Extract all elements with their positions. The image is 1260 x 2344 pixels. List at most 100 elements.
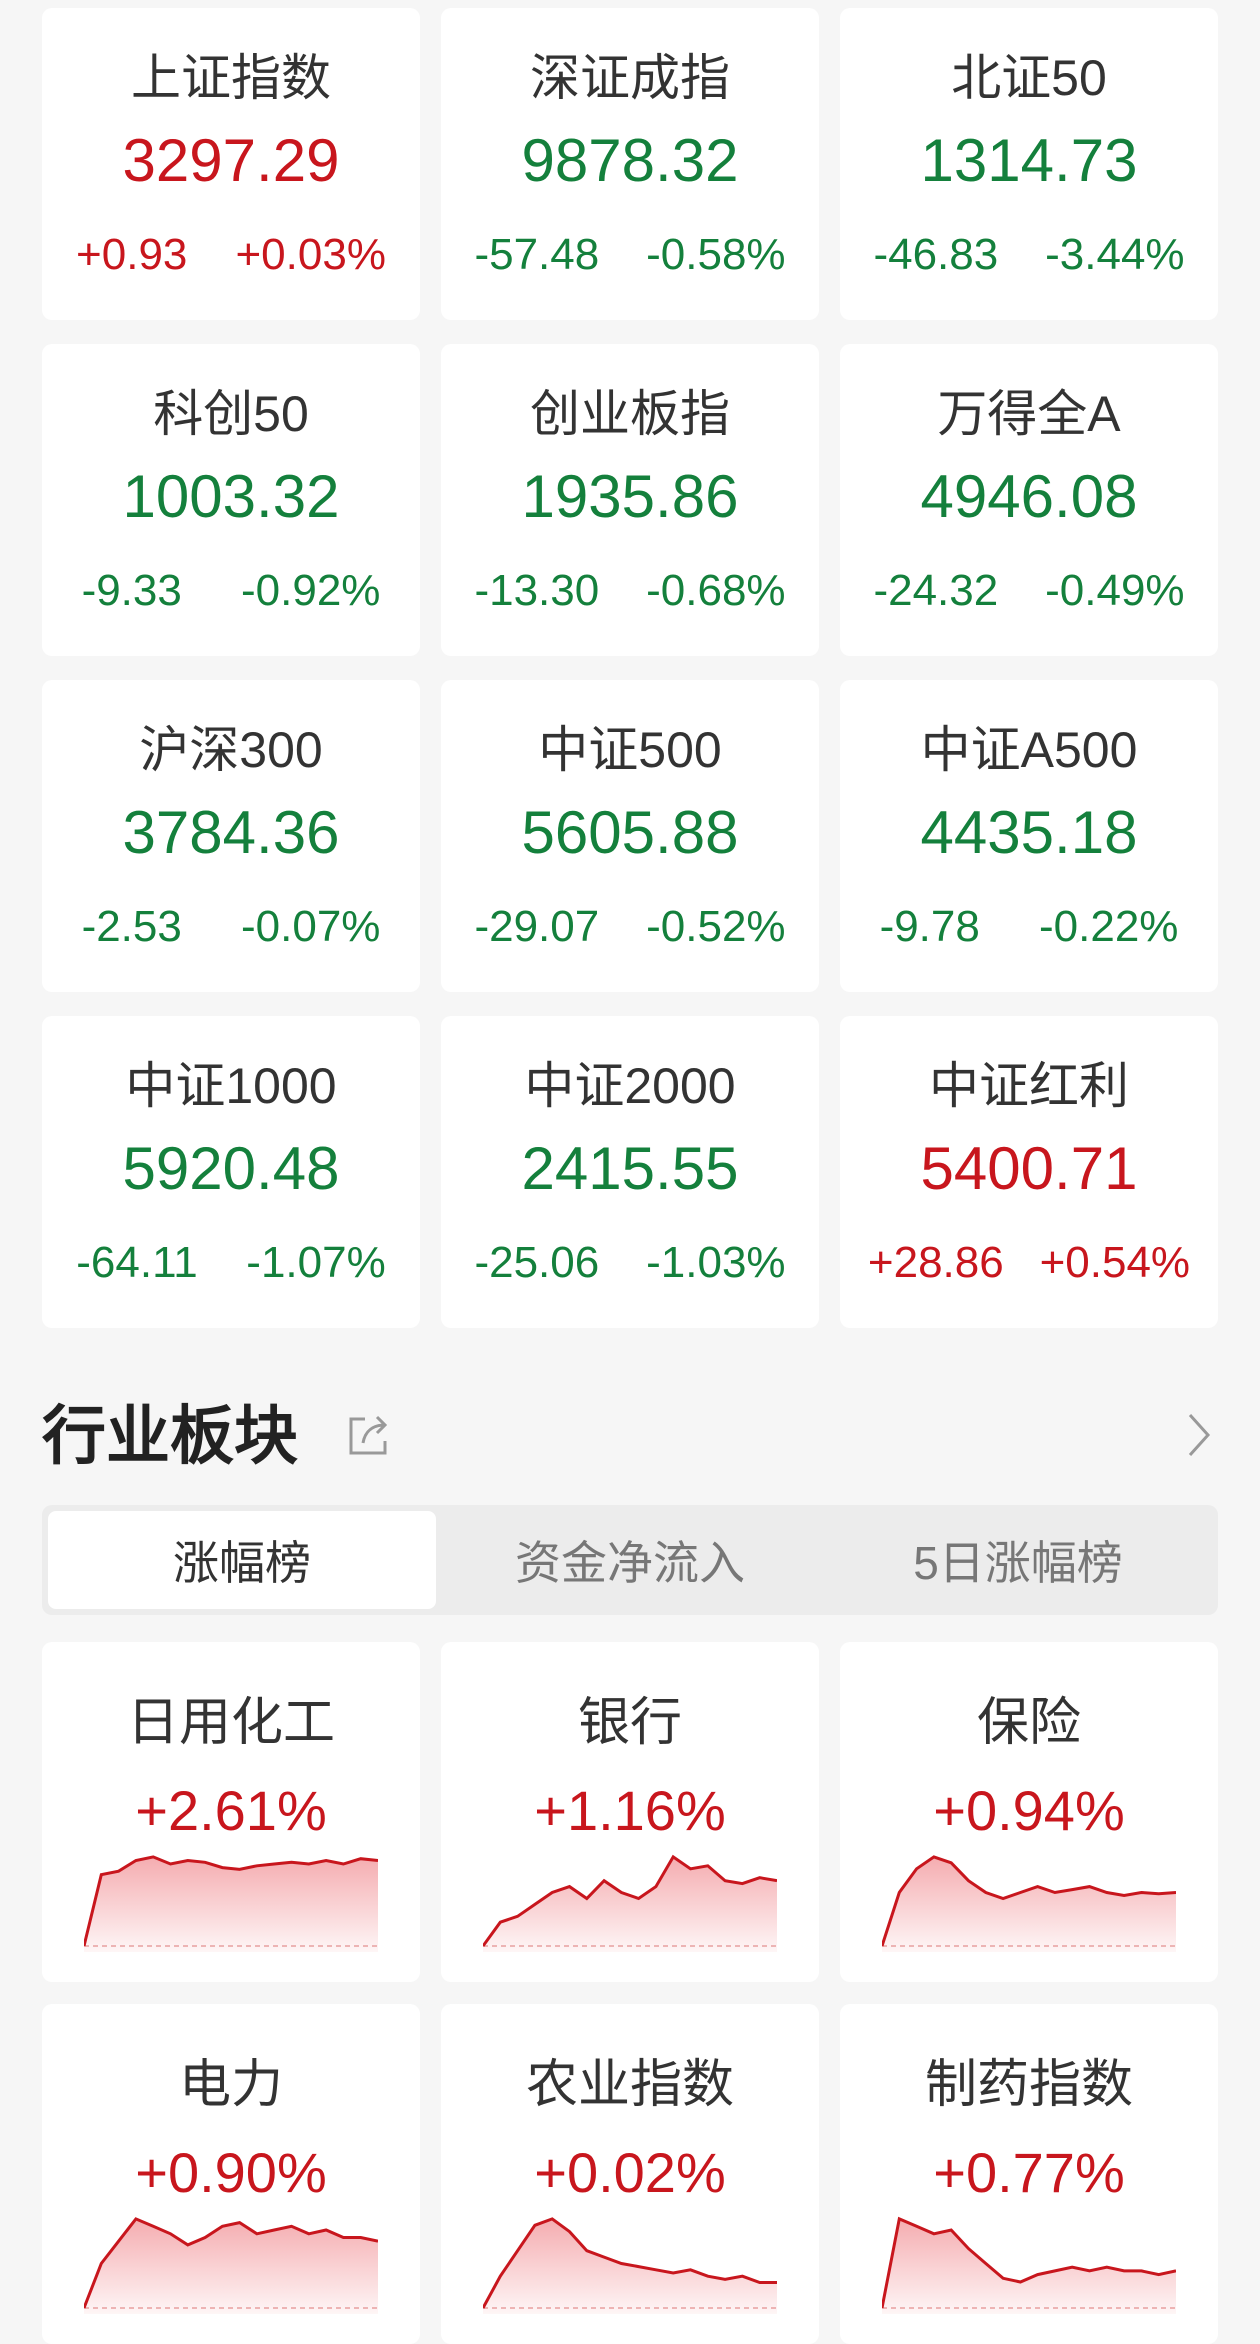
index-value: 1935.86 <box>521 463 739 530</box>
sector-card[interactable]: 电力 +0.90% <box>42 2004 420 2344</box>
index-card[interactable]: 中证红利 5400.71 +28.86 +0.54% <box>840 1016 1218 1328</box>
sector-title: 行业板块 <box>42 1400 298 1472</box>
index-value: 2415.55 <box>521 1135 739 1202</box>
index-value: 3297.29 <box>122 127 340 194</box>
index-card[interactable]: 中证A500 4435.18 -9.78 -0.22% <box>840 680 1218 992</box>
sparkline-area <box>882 2218 1176 2314</box>
index-change-row: -9.78 -0.22% <box>840 902 1218 952</box>
index-name: 科创50 <box>153 386 309 442</box>
sector-pct: +0.94% <box>933 1779 1125 1842</box>
index-change: +0.93 <box>76 230 188 279</box>
index-card[interactable]: 深证成指 9878.32 -57.48 -0.58% <box>441 8 819 320</box>
sector-name: 农业指数 <box>525 2056 734 2114</box>
sector-pct: +2.61% <box>135 1779 327 1842</box>
sector-card[interactable]: 银行 +1.16% <box>441 1642 819 1982</box>
sparkline-area <box>84 2218 378 2314</box>
sector-grid: 日用化工 +2.61% 银行 +1.16% 保险 +0.94% 电力 +0.90… <box>42 1642 1218 2344</box>
index-value: 1314.73 <box>920 127 1138 194</box>
index-change-pct: -3.44% <box>1045 230 1185 279</box>
index-change: -24.32 <box>873 566 999 615</box>
index-change-row: -13.30 -0.68% <box>441 566 819 616</box>
index-change: -9.78 <box>879 902 980 951</box>
index-change-pct: -0.49% <box>1045 566 1185 615</box>
share-icon[interactable] <box>347 1413 391 1457</box>
index-name: 中证2000 <box>524 1058 736 1114</box>
index-change: -9.33 <box>81 566 182 615</box>
sparkline-line <box>84 2217 378 2309</box>
index-name: 上证指数 <box>131 50 331 106</box>
index-change: -25.06 <box>474 1238 600 1287</box>
index-change: -13.30 <box>474 566 600 615</box>
index-name: 中证红利 <box>929 1058 1129 1114</box>
sector-name: 电力 <box>178 2056 283 2114</box>
index-change-pct: -0.22% <box>1039 902 1179 951</box>
index-name: 北证50 <box>951 50 1107 106</box>
index-change-row: -64.11 -1.07% <box>42 1238 420 1288</box>
index-name: 创业板指 <box>530 386 730 442</box>
index-name: 万得全A <box>937 386 1121 442</box>
index-name: 中证1000 <box>125 1058 337 1114</box>
index-change-pct: -0.68% <box>646 566 786 615</box>
index-change-pct: -1.07% <box>246 1238 386 1287</box>
tab-1[interactable]: 资金净流入 <box>515 1537 745 1589</box>
index-card[interactable]: 上证指数 3297.29 +0.93 +0.03% <box>42 8 420 320</box>
index-card[interactable]: 创业板指 1935.86 -13.30 -0.68% <box>441 344 819 656</box>
sector-card[interactable]: 农业指数 +0.02% <box>441 2004 819 2344</box>
index-change-pct: -0.07% <box>241 902 381 951</box>
index-card[interactable]: 万得全A 4946.08 -24.32 -0.49% <box>840 344 1218 656</box>
index-value: 9878.32 <box>521 127 739 194</box>
sector-card[interactable]: 日用化工 +2.61% <box>42 1642 420 1982</box>
sparkline <box>84 1855 378 1952</box>
sector-header: 行业板块 <box>42 1385 1218 1475</box>
index-card[interactable]: 科创50 1003.32 -9.33 -0.92% <box>42 344 420 656</box>
sector-tabs: 涨幅榜 资金净流入 5日涨幅榜 <box>42 1505 1218 1615</box>
index-card[interactable]: 中证500 5605.88 -29.07 -0.52% <box>441 680 819 992</box>
sparkline-line <box>483 1854 777 1947</box>
sector-name: 银行 <box>577 1694 682 1752</box>
index-name: 中证A500 <box>920 722 1138 778</box>
sector-name: 保险 <box>976 1694 1081 1752</box>
sector-name: 日用化工 <box>126 1694 335 1752</box>
sparkline-area <box>483 1856 777 1952</box>
index-change: +28.86 <box>867 1238 1004 1287</box>
index-change-row: +28.86 +0.54% <box>840 1238 1218 1288</box>
index-name: 中证500 <box>538 722 722 778</box>
index-card[interactable]: 北证50 1314.73 -46.83 -3.44% <box>840 8 1218 320</box>
index-change-row: -29.07 -0.52% <box>441 902 819 952</box>
sector-card[interactable]: 保险 +0.94% <box>840 1642 1218 1982</box>
index-change-row: -57.48 -0.58% <box>441 230 819 280</box>
index-grid: 上证指数 3297.29 +0.93 +0.03% 深证成指 9878.32 -5… <box>42 8 1218 1328</box>
index-change-row: -24.32 -0.49% <box>840 566 1218 616</box>
sparkline-line <box>84 1855 378 1947</box>
sparkline-line <box>483 2217 777 2309</box>
sector-card[interactable]: 制药指数 +0.77% <box>840 2004 1218 2344</box>
index-change-row: -2.53 -0.07% <box>42 902 420 952</box>
index-value: 5605.88 <box>521 799 739 866</box>
sparkline <box>483 2217 777 2314</box>
index-change: -2.53 <box>81 902 182 951</box>
sparkline-area <box>882 1856 1176 1952</box>
sector-pct: +0.02% <box>534 2141 726 2204</box>
chevron-right-icon[interactable] <box>1184 1409 1214 1461</box>
index-value: 4946.08 <box>920 463 1138 530</box>
sparkline-area <box>84 1856 378 1952</box>
index-value: 1003.32 <box>122 463 340 530</box>
sector-pct: +1.16% <box>534 1779 726 1842</box>
sparkline-line <box>882 2216 1176 2309</box>
sector-pct: +0.90% <box>135 2141 327 2204</box>
tab-2[interactable]: 5日涨幅榜 <box>913 1537 1123 1589</box>
index-value: 5920.48 <box>122 1135 340 1202</box>
index-name: 深证成指 <box>530 50 730 106</box>
index-change: -46.83 <box>873 230 999 279</box>
tab-0[interactable]: 涨幅榜 <box>48 1511 436 1609</box>
index-change-row: -25.06 -1.03% <box>441 1238 819 1288</box>
index-card[interactable]: 中证2000 2415.55 -25.06 -1.03% <box>441 1016 819 1328</box>
sector-name: 制药指数 <box>924 2056 1133 2114</box>
sparkline <box>882 1855 1176 1952</box>
index-change-row: -46.83 -3.44% <box>840 230 1218 280</box>
sparkline <box>483 1854 777 1952</box>
index-card[interactable]: 沪深300 3784.36 -2.53 -0.07% <box>42 680 420 992</box>
index-change-row: -9.33 -0.92% <box>42 566 420 616</box>
index-change-pct: -1.03% <box>646 1238 786 1287</box>
index-card[interactable]: 中证1000 5920.48 -64.11 -1.07% <box>42 1016 420 1328</box>
